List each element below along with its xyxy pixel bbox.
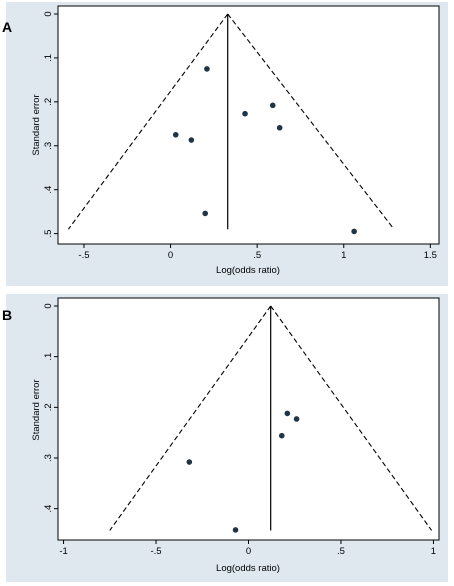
panel-a-point-4 [172,131,179,138]
panel-a-y-tick-label-2: .2 [43,98,54,106]
panel-b-funnel-line-0 [109,305,272,531]
panel-b-point-4 [232,527,239,533]
panel-a-x-tick-label-2: .5 [253,250,261,261]
panel-b-funnel-line-1 [270,305,433,531]
panel-b-point-0 [284,410,291,417]
panel-a-y-tick-label-1: .1 [43,54,54,62]
panel-b-x-tick-label-3: .5 [337,546,345,557]
panel-b-label: B [2,307,12,323]
panel-b-y-tick-label-3: .3 [43,454,54,462]
panel-a-y-tick-label-5: .5 [43,230,54,238]
panel-a-funnel-line-0 [67,13,229,230]
panel-a-point-2 [269,102,276,109]
panel-a-point-3 [276,124,283,131]
panel-a-label: A [2,19,12,35]
panel-a-y-tick-label-4: .4 [43,186,54,194]
panel-a-x-tick-label-4: 1.5 [424,250,437,261]
panel-b-y-tick-label-2: .2 [43,403,54,411]
panel-b-y-axis-title: Standard error [31,379,42,440]
panel-b-y-tick-label-4: .4 [43,505,54,513]
panel-a-x-axis-title: Log(odds ratio) [216,265,280,276]
panel-a-marks: -.5 0 .5 1 1.5 0 .1 .2 .3 .4 .5 [43,11,437,261]
panel-a-plot-area [57,5,440,245]
panel-b-x-tick-label-4: 1 [431,546,436,557]
panel-b-point-3 [186,459,193,465]
panel-b-y-tick-label-0: 0 [43,303,54,308]
panel-a-point-7 [351,228,357,235]
panel-b-y-tick-label-1: .1 [43,353,54,361]
panel-a-x-tick-label-0: -.5 [78,250,89,261]
panel-a-x-tick-label-3: 1 [341,250,346,261]
panel-a-funnel-line-1 [227,13,395,230]
panel-b-x-tick-label-1: -.5 [150,546,161,557]
panel-b-marks: -1 -.5 0 .5 1 0 .1 .2 .3 .4 [43,303,436,557]
panel-a-y-tick-label-3: .3 [43,142,54,150]
panel-b-x-tick-label-2: 0 [246,546,251,557]
panel-a-y-axis-title: Standard error [31,94,42,155]
panel-a-point-0 [204,66,210,72]
panel-a-x-tick-label-1: 0 [168,250,173,261]
panel-a-point-6 [202,210,209,217]
panel-b-x-axis-title: Log(odds ratio) [216,563,280,574]
panel-a-point-5 [188,137,195,143]
panel-b-point-1 [293,416,300,422]
panel-b-x-tick-label-0: -1 [59,546,67,557]
funnel-plot-panel-b: B -1 -.5 0 .5 1 0 .1 .2 .3 .4 Log(odds ratio) Sta… [2,294,448,582]
panel-b-point-2 [278,432,285,439]
panel-a-y-tick-label-0: 0 [43,11,54,16]
panel-a-point-1 [242,110,248,117]
funnel-plot-panel-a: A -.5 0.5 1 1.50.1.2.3.4.5 Log(odds ratio) … [2,2,448,286]
panel-b-plot-area [57,297,440,541]
